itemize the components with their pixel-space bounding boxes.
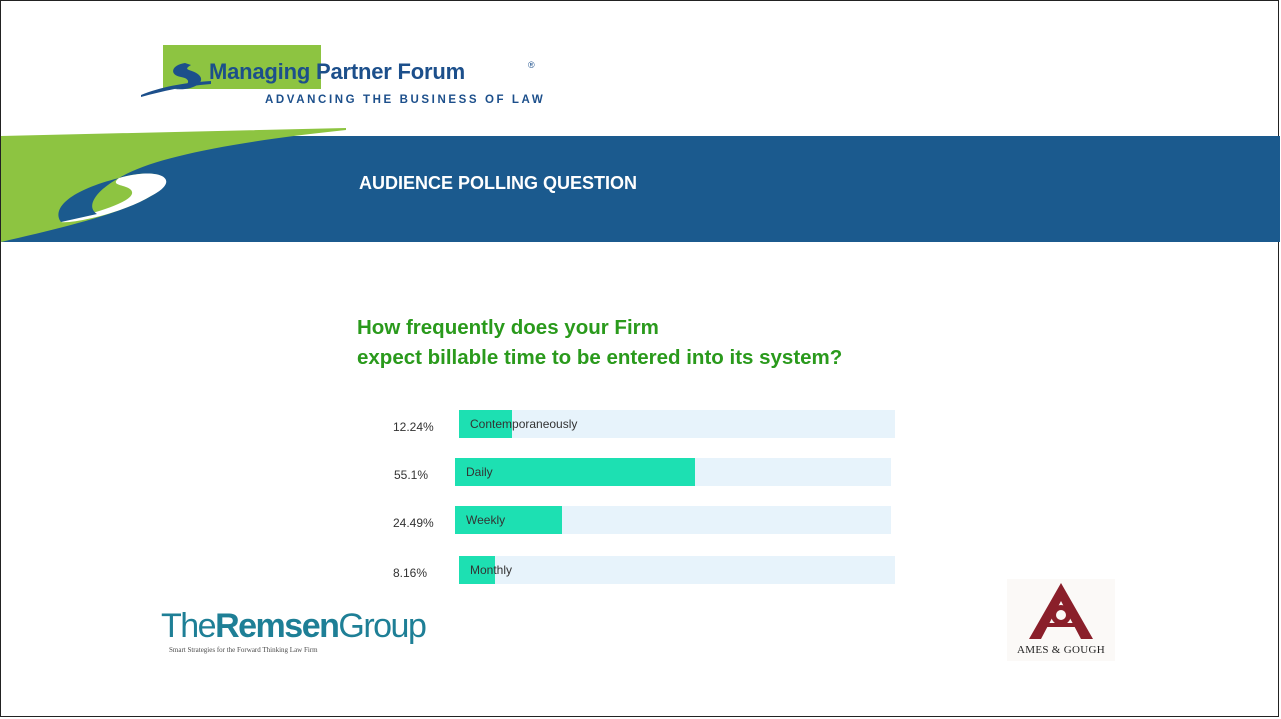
remsen-tagline: Smart Strategies for the Forward Thinkin…: [169, 646, 318, 654]
value-label: 24.49%: [393, 516, 434, 530]
remsen-bold: Remsen: [215, 607, 340, 645]
chart-row: 55.1% Daily: [381, 454, 901, 486]
bar-track: Weekly: [455, 506, 891, 534]
swoosh-logo-icon: [141, 63, 211, 97]
ames-gough-logo: AMES & GOUGH: [1007, 579, 1115, 661]
chart-row: 12.24% Contemporaneously: [381, 406, 901, 438]
category-label: Monthly: [470, 563, 513, 577]
poll-question: How frequently does your Firm expect bil…: [357, 313, 842, 373]
bar: [459, 556, 495, 584]
bar-track: Contemporaneously: [459, 410, 895, 438]
logo-registered-mark: ®: [528, 60, 535, 70]
bar: [455, 506, 562, 534]
bar: [459, 410, 513, 438]
category-label: Daily: [466, 465, 493, 479]
remsen-wordmark: TheRemsenGroup: [161, 607, 427, 645]
value-label: 12.24%: [393, 420, 434, 434]
chart-row: 24.49% Weekly: [381, 502, 901, 534]
value-label: 55.1%: [394, 468, 429, 482]
question-line-1: How frequently does your Firm: [357, 316, 659, 339]
bar-track: Monthly: [459, 556, 895, 584]
chart-row: 8.16% Monthly: [381, 552, 901, 584]
value-label: 8.16%: [393, 566, 428, 580]
bar-track: Daily: [455, 458, 891, 486]
category-label: Weekly: [466, 513, 506, 527]
banner-title: AUDIENCE POLLING QUESTION: [359, 173, 638, 193]
remsen-post: Group: [338, 607, 427, 645]
managing-partner-forum-logo: Managing Partner Forum ® ADVANCING THE B…: [141, 45, 581, 115]
bar: [455, 458, 696, 486]
logo-tagline: ADVANCING THE BUSINESS OF LAW: [265, 94, 546, 106]
category-label: Contemporaneously: [470, 417, 578, 431]
logo-name: Managing Partner Forum: [209, 59, 465, 84]
ames-gough-name: AMES & GOUGH: [1017, 644, 1105, 656]
header-banner: [1, 128, 1280, 242]
remsen-pre: The: [161, 607, 217, 645]
question-line-2: expect billable time to be entered into …: [357, 346, 843, 369]
remsen-group-logo: TheRemsenGroup Smart Strategies for the …: [161, 607, 427, 654]
ames-gough-emblem-icon: [1029, 583, 1093, 639]
